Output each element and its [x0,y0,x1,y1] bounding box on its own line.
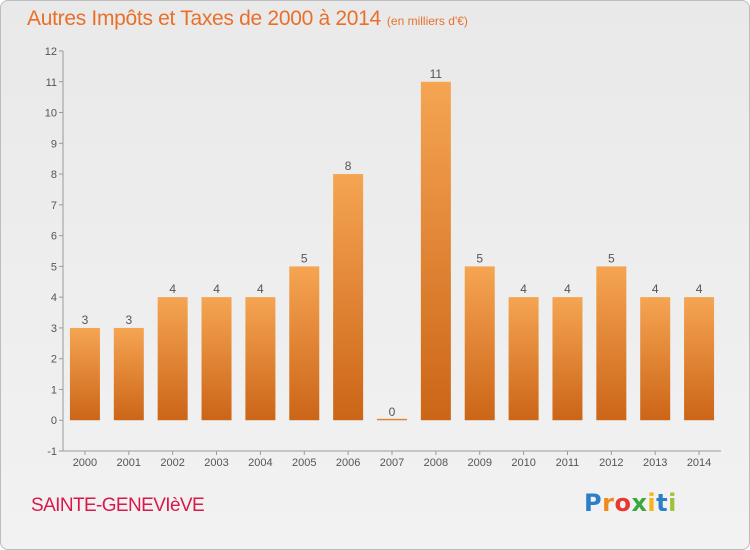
bar-value-label: 8 [345,159,352,173]
x-tick-label: 2006 [336,457,360,469]
bar [333,174,364,421]
bar-value-label: 5 [608,251,615,265]
x-tick-label: 2003 [204,457,228,469]
y-tick-label: 12 [45,46,57,58]
x-tick-label: 2004 [248,457,272,469]
logo-letter: P [584,489,603,517]
x-tick-label: 2007 [380,457,404,469]
bar [69,327,100,421]
bar-value-label: 4 [213,282,220,296]
bar [289,266,320,421]
chart-unit-label: (en milliers d'€) [386,14,468,28]
logo-letter: r [602,489,615,517]
bar-value-label: 4 [169,282,176,296]
bar-value-label: 5 [301,251,308,265]
commune-name: SAINTE-GENEVIèVE [31,495,205,516]
bar [420,81,451,421]
bar [464,266,495,421]
bar-value-label: 4 [696,282,703,296]
y-tick-label: 0 [51,415,57,427]
x-tick-label: 2014 [687,457,711,469]
x-tick-label: 2005 [292,457,316,469]
bar [113,327,144,421]
bar-value-label: 4 [520,282,527,296]
logo-letter: i [647,489,657,517]
logo-letter: i [668,489,677,517]
bar [640,297,671,421]
y-tick-label: 6 [51,231,57,243]
logo-letter: t [656,489,669,517]
x-tick-label: 2013 [643,457,667,469]
bar-value-label: 4 [652,282,659,296]
bar [377,418,407,421]
bar-value-label: 5 [476,251,483,265]
y-tick-label: 5 [51,261,57,273]
bar [201,297,232,421]
x-tick-label: 2011 [556,457,580,469]
bar [552,297,583,421]
y-tick-label: 11 [46,77,57,89]
x-tick-label: 2001 [117,457,141,469]
y-tick-label: 4 [51,292,57,304]
chart-title-text: Autres Impôts et Taxes de 2000 à 2014 [27,7,381,30]
bar [245,297,276,421]
y-tick-label: 10 [45,108,57,120]
x-tick-label: 2008 [424,457,448,469]
logo-letter: x [631,489,648,517]
y-tick-label: 9 [51,138,57,150]
y-tick-label: -1 [47,446,57,458]
x-tick-label: 2000 [73,457,97,469]
x-tick-label: 2002 [160,457,184,469]
bar-value-label: 3 [125,313,132,327]
chart-title: Autres Impôts et Taxes de 2000 à 2014 (en… [27,7,468,31]
bar [596,266,627,421]
bar [508,297,539,421]
bar-value-label: 11 [430,67,443,81]
bar-value-label: 4 [257,282,264,296]
y-tick-label: 8 [51,169,57,181]
proxiti-logo: Proxiti [584,489,677,517]
bar [684,297,715,421]
bar [157,297,188,421]
logo-letter: o [614,489,632,517]
y-tick-label: 7 [51,200,57,212]
x-tick-label: 2012 [599,457,623,469]
y-tick-label: 3 [51,323,57,335]
x-tick-label: 2010 [511,457,535,469]
bar-value-label: 0 [389,405,396,419]
y-tick-label: 1 [51,384,57,396]
bar-value-label: 4 [564,282,571,296]
x-tick-label: 2009 [467,457,491,469]
bar-value-label: 3 [82,313,89,327]
y-tick-label: 2 [51,354,57,366]
